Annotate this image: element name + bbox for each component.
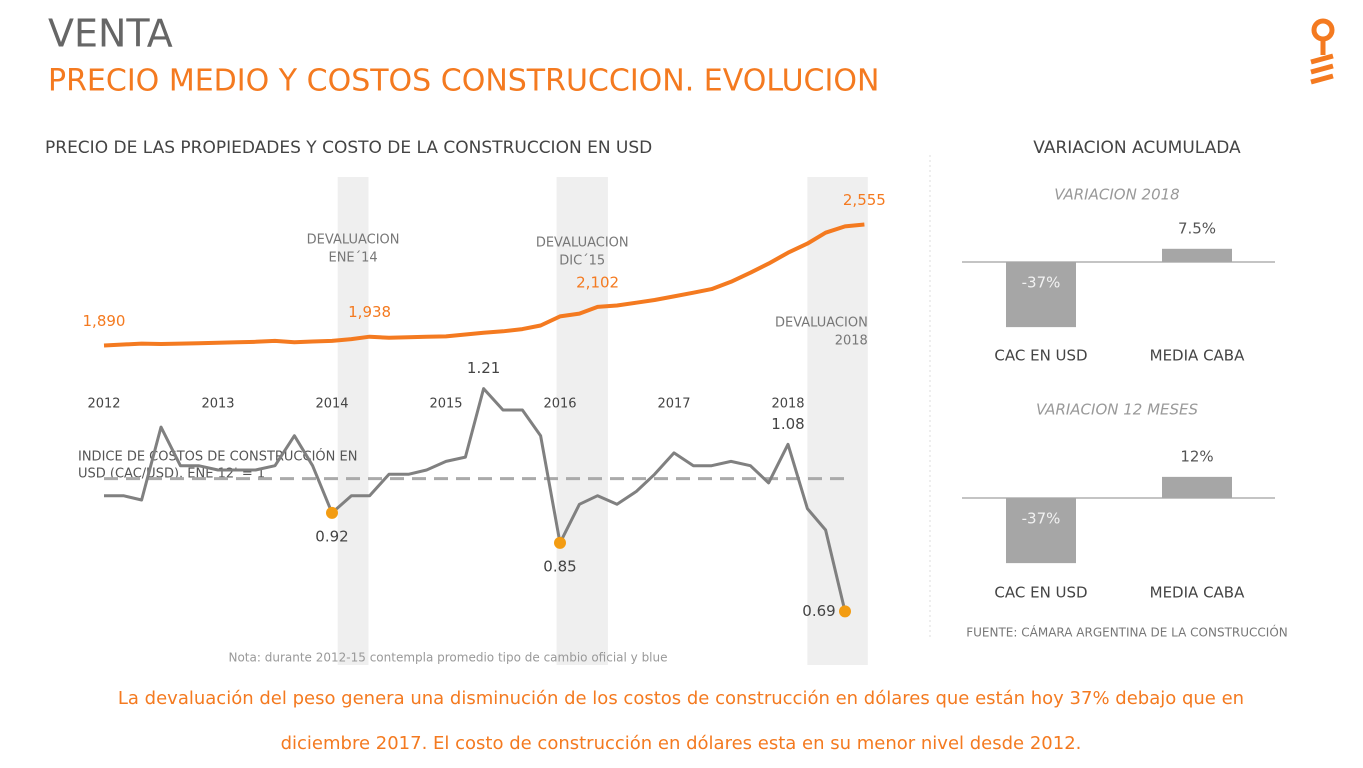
x-tick-label: CAC EN USD (994, 347, 1087, 365)
logo (1310, 18, 1335, 85)
x-tick-label: 2017 (657, 397, 690, 412)
band-label: DEVALUACION (775, 316, 868, 331)
data-label: -37% (1022, 274, 1061, 292)
bar (1162, 476, 1232, 498)
data-label: 1,890 (83, 312, 126, 330)
x-tick-label: 2016 (543, 397, 576, 412)
devaluation-band (337, 177, 369, 665)
data-label: 1.08 (771, 415, 804, 433)
bar (1006, 498, 1076, 564)
chart-title: PRECIO DE LAS PROPIEDADES Y COSTO DE LA … (45, 138, 652, 158)
x-tick-label: MEDIA CABA (1150, 584, 1245, 602)
data-label: 12% (1180, 447, 1213, 465)
footer-line: diciembre 2017. El costo de construcción… (281, 733, 1082, 754)
chart-title: VARIACION 2018 (1054, 186, 1179, 204)
data-label: 1,938 (348, 303, 391, 321)
data-label: 2,102 (576, 273, 619, 291)
bar (1006, 262, 1076, 328)
x-tick-label: 2013 (201, 397, 234, 412)
x-tick-label: CAC EN USD (994, 584, 1087, 602)
data-label: 7.5% (1178, 219, 1216, 237)
line (104, 387, 847, 612)
slide-subtitle: PRECIO MEDIO Y COSTOS CONSTRUCCION. EVOL… (48, 64, 879, 99)
x-tick-label: 2015 (429, 397, 462, 412)
chart-title: INDICE DE COSTOS DE CONSTRUCCIÓN EN (78, 449, 357, 465)
highlight-point (554, 536, 566, 549)
data-label: -37% (1022, 510, 1061, 528)
line (103, 222, 865, 348)
x-tick-label: 2018 (771, 397, 804, 412)
highlight-point (326, 506, 338, 519)
data-label: 0.92 (315, 527, 348, 545)
band-label: 2018 (835, 334, 868, 349)
data-label: 0.85 (543, 557, 576, 575)
x-tick-label: 2014 (315, 397, 348, 412)
source: FUENTE: CÁMARA ARGENTINA DE LA CONSTRUCC… (966, 625, 1288, 640)
bar (1162, 248, 1232, 262)
band-label: DIC´15 (559, 254, 605, 269)
side-title: VARIACION ACUMULADA (1033, 138, 1241, 158)
note: Nota: durante 2012-15 contempla promedio… (228, 651, 667, 665)
devaluation-band (807, 177, 868, 665)
slide-title: VENTA (48, 12, 173, 56)
band-label: DEVALUACION (307, 233, 400, 248)
data-label: 0.69 (802, 602, 835, 620)
x-tick-label: MEDIA CABA (1150, 347, 1245, 365)
chart-title: VARIACION 12 MESES (1036, 401, 1199, 419)
data-label: 1.21 (467, 359, 500, 377)
footer-line: La devaluación del peso genera una dismi… (118, 688, 1244, 709)
band-label: ENE´14 (328, 251, 377, 266)
data-label: 2,555 (843, 191, 886, 209)
band-label: DEVALUACION (536, 236, 629, 251)
devaluation-band (556, 177, 608, 665)
x-tick-label: 2012 (87, 397, 120, 412)
highlight-point (839, 605, 851, 618)
bands (337, 177, 868, 665)
